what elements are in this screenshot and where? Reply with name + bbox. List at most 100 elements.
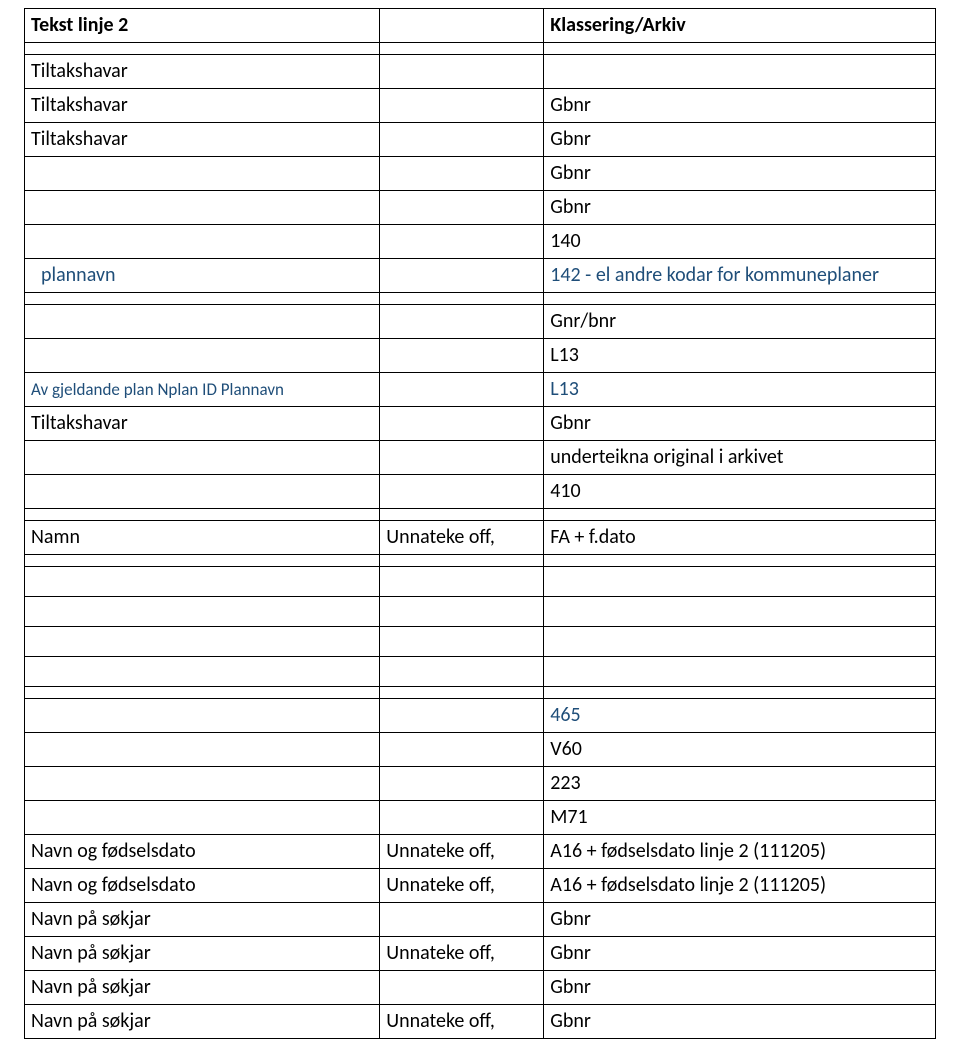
cell [25,567,380,597]
cell: Gbnr [544,157,936,191]
cell: Tiltakshavar [25,89,380,123]
plannavn-label: plannavn [25,259,380,293]
cell [25,733,380,767]
cell: underteikna original i arkivet [544,441,936,475]
cell [25,657,380,687]
cell: Tiltakshavar [25,123,380,157]
cell [380,373,544,407]
cell [544,567,936,597]
cell: Unnateke off, [380,1005,544,1039]
cell [25,157,380,191]
cell: L13 [544,373,936,407]
cell [544,657,936,687]
cell: Tiltakshavar [25,407,380,441]
cell: 140 [544,225,936,259]
table-row: Gnr/bnr [25,305,936,339]
cell: Namn [25,521,380,555]
cell [380,407,544,441]
cell: V60 [544,733,936,767]
table-row: Tiltakshavar Gbnr [25,89,936,123]
cell: 410 [544,475,936,509]
cell [380,567,544,597]
cell: Unnateke off, [380,869,544,903]
cell [380,699,544,733]
cell [380,305,544,339]
cell [25,441,380,475]
cell: Gbnr [544,407,936,441]
table-row: 465 [25,699,936,733]
cell [25,597,380,627]
cell [25,191,380,225]
cell: Gbnr [544,1005,936,1039]
table-row: 140 [25,225,936,259]
header-col2 [380,9,544,43]
plannavn-value: 142 - el andre kodar for kommuneplaner [544,259,936,293]
cell [380,733,544,767]
spacer-row [25,509,936,521]
cell [380,157,544,191]
cell: 223 [544,767,936,801]
cell [380,971,544,1005]
table-row: Navn og fødselsdato Unnateke off, A16 + … [25,835,936,869]
cell: Navn på søkjar [25,1005,380,1039]
spacer-row [25,293,936,305]
table-row: M71 [25,801,936,835]
cell [380,657,544,687]
cell [380,259,544,293]
cell [380,903,544,937]
cell: Gbnr [544,937,936,971]
cell: FA + f.dato [544,521,936,555]
cell: Navn på søkjar [25,937,380,971]
cell [25,767,380,801]
cell: Unnateke off, [380,937,544,971]
table-row: Gbnr [25,157,936,191]
cell [25,339,380,373]
cell [544,597,936,627]
cell [544,627,936,657]
cell [25,801,380,835]
cell: Gbnr [544,971,936,1005]
cell [380,55,544,89]
cell [380,767,544,801]
table-row: Navn på søkjar Gbnr [25,971,936,1005]
cell [380,597,544,627]
document-page: Tekst linje 2 Klassering/Arkiv Tiltaksha… [0,0,960,1063]
cell: Unnateke off, [380,835,544,869]
table-row: underteikna original i arkivet [25,441,936,475]
table-row [25,627,936,657]
cell [25,305,380,339]
plannavn-row: plannavn 142 - el andre kodar for kommun… [25,259,936,293]
cell: M71 [544,801,936,835]
cell [380,801,544,835]
namn-row: Namn Unnateke off, FA + f.dato [25,521,936,555]
cell: A16 + fødselsdato linje 2 (111205) [544,869,936,903]
table-row: V60 [25,733,936,767]
table-row: 223 [25,767,936,801]
header-col1: Tekst linje 2 [25,9,380,43]
cell [25,475,380,509]
cell: Navn på søkjar [25,903,380,937]
table-row [25,597,936,627]
cell [25,627,380,657]
cell: Gnr/bnr [544,305,936,339]
cell [380,191,544,225]
cell [25,699,380,733]
table-row: Av gjeldande plan Nplan ID Plannavn L13 [25,373,936,407]
cell: Tiltakshavar [25,55,380,89]
cell [380,89,544,123]
table-row: Navn på søkjar Unnateke off, Gbnr [25,937,936,971]
cell: 465 [544,699,936,733]
cell: Gbnr [544,903,936,937]
table-row: Gbnr [25,191,936,225]
spacer-row [25,43,936,55]
table-row: L13 [25,339,936,373]
cell: Gbnr [544,89,936,123]
table-row [25,567,936,597]
spacer-row [25,555,936,567]
table-row: 410 [25,475,936,509]
cell [380,123,544,157]
table-row: Tiltakshavar [25,55,936,89]
cell [380,225,544,259]
table-row: Navn og fødselsdato Unnateke off, A16 + … [25,869,936,903]
cell: L13 [544,339,936,373]
